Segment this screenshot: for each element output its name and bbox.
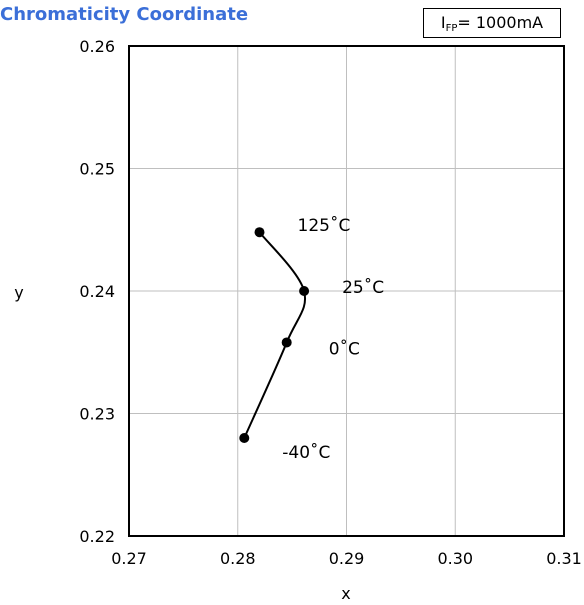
- y-tick-label: 0.26: [79, 37, 115, 56]
- data-point: [281, 337, 292, 348]
- temperature-annotation: 0˚C: [329, 338, 360, 359]
- plot-frame: [128, 45, 565, 537]
- y-tick-label: 0.25: [79, 160, 115, 179]
- x-axis-label: x: [341, 584, 350, 603]
- temperature-annotation: -40˚C: [282, 442, 330, 463]
- x-tick-label: 0.30: [437, 549, 473, 568]
- condition-value: = 1000mA: [457, 13, 544, 32]
- x-tick-label: 0.29: [329, 549, 365, 568]
- condition-symbol: I: [440, 13, 446, 32]
- annotations: -40˚C 0˚C 25˚C 125˚C: [282, 215, 384, 463]
- y-tick-labels: 0.22 0.23 0.24 0.25 0.26: [79, 37, 115, 546]
- x-tick-label: 0.31: [546, 549, 582, 568]
- temperature-annotation: 25˚C: [342, 277, 384, 298]
- chart-title-text: Chromaticity Coordinate: [0, 4, 249, 25]
- temperature-annotation: 125˚C: [298, 215, 351, 236]
- y-tick-label: 0.22: [79, 527, 115, 546]
- grid-lines: [129, 46, 564, 536]
- x-tick-label: 0.27: [111, 549, 147, 568]
- y-tick-label: 0.24: [79, 282, 115, 301]
- data-point: [254, 227, 265, 238]
- y-axis-label: y: [14, 283, 23, 302]
- x-tick-labels: 0.27 0.28 0.29 0.30 0.31: [111, 549, 582, 568]
- series-curve: [243, 231, 307, 439]
- chart-title: Chromaticity Coordinate: [0, 4, 248, 25]
- condition-subscript: FP: [445, 23, 458, 34]
- x-tick-label: 0.28: [220, 549, 256, 568]
- condition-box: IFP= 1000mA: [423, 8, 561, 38]
- data-points: [239, 227, 310, 443]
- y-tick-label: 0.23: [79, 405, 115, 424]
- data-point: [299, 286, 310, 296]
- data-point: [239, 433, 250, 443]
